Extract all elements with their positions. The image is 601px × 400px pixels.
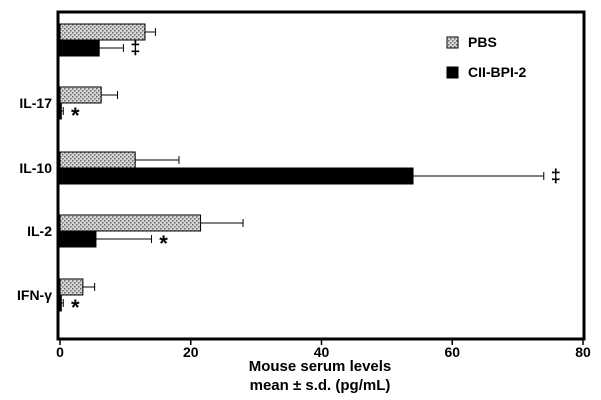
x-axis-ticks-group: 0 20 40 60 80 — [56, 339, 591, 360]
error-bars-group — [61, 28, 545, 307]
significance-mark-unlabeled: ‡ — [130, 38, 140, 58]
significance-mark-ifn: * — [71, 295, 80, 320]
bar-ifn-pbs — [59, 278, 84, 296]
bar-il-17-pbs — [59, 86, 102, 104]
x-axis-label-line2: mean ± s.d. (pg/mL) — [250, 377, 391, 394]
bar-il-2-cii-bpi-2 — [59, 230, 97, 248]
legend-label-pbs: PBS — [468, 34, 497, 50]
x-tick-label-60: 60 — [444, 344, 460, 360]
legend: PBS CII-BPI-2 — [446, 34, 527, 80]
category-labels-group: IFN-γ IL-2 IL-10 IL-17 — [17, 95, 52, 303]
category-label-ifn: IFN-γ — [17, 287, 52, 303]
x-tick-label-80: 80 — [575, 344, 591, 360]
x-tick-label-0: 0 — [56, 344, 64, 360]
bar-il-10-cii-bpi-2 — [59, 167, 414, 185]
significance-mark-il-2: * — [159, 231, 168, 256]
bar-ifn-cii-bpi-2 — [59, 294, 62, 312]
category-label-il-2: IL-2 — [27, 223, 52, 239]
bars-group — [59, 23, 414, 312]
legend-swatch-pbs — [446, 36, 459, 49]
x-tick-label-40: 40 — [314, 344, 330, 360]
significance-mark-il-17: * — [71, 103, 80, 128]
legend-label-cii-bpi-2: CII-BPI-2 — [468, 64, 527, 80]
category-label-il-17: IL-17 — [19, 95, 52, 111]
bar-il-10-pbs — [59, 151, 136, 169]
category-label-il-10: IL-10 — [19, 160, 52, 176]
bar-unlabeled-cii-bpi-2 — [59, 39, 100, 57]
significance-mark-il-10: ‡ — [551, 166, 561, 186]
bar-il-17-cii-bpi-2 — [59, 102, 62, 120]
x-axis-label-line1: Mouse serum levels — [249, 358, 392, 375]
legend-swatch-cii-bpi-2 — [446, 66, 459, 79]
significance-marks-group: * * ‡ * ‡ — [71, 38, 561, 320]
x-tick-label-20: 20 — [183, 344, 199, 360]
bar-il-2-pbs — [59, 214, 202, 232]
